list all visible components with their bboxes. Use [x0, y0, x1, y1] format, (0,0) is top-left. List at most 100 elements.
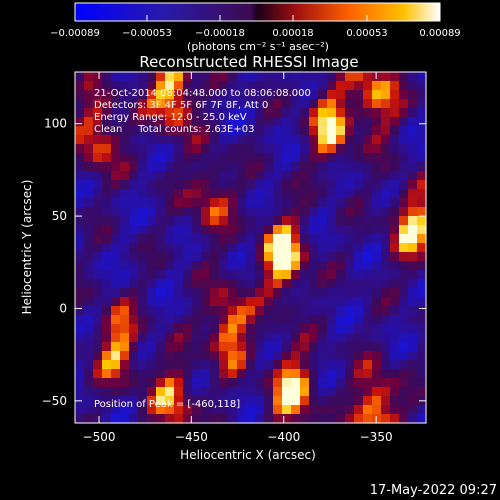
heat-cell [399, 414, 409, 424]
heat-cell [228, 162, 238, 172]
heat-cell [381, 162, 391, 172]
heat-cell [363, 351, 373, 361]
heat-cell [327, 351, 337, 361]
heat-cell [255, 324, 265, 334]
heat-cell [300, 162, 310, 172]
heat-cell [309, 90, 319, 100]
heat-cell [354, 189, 364, 199]
heat-cell [75, 72, 85, 82]
heat-cell [345, 414, 355, 424]
heat-cell [390, 351, 400, 361]
heat-cell [75, 99, 85, 109]
heat-cell [309, 153, 319, 163]
heat-cell [246, 180, 256, 190]
heat-cell [102, 207, 112, 217]
heat-cell [183, 333, 193, 343]
heat-cell [408, 297, 418, 307]
heat-cell [183, 288, 193, 298]
heat-cell [210, 144, 220, 154]
heat-cell [201, 369, 211, 379]
heat-cell [354, 279, 364, 289]
heat-cell [318, 135, 328, 145]
heat-cell [219, 333, 229, 343]
heat-cell [318, 387, 328, 397]
heat-cell [291, 234, 301, 244]
heat-cell [273, 162, 283, 172]
heat-cell [246, 153, 256, 163]
heat-cell [417, 135, 427, 145]
heat-cell [336, 261, 346, 271]
heat-cell [102, 351, 112, 361]
heat-cell [354, 252, 364, 262]
heat-cell [291, 162, 301, 172]
heat-cell [345, 108, 355, 118]
heat-cell [219, 342, 229, 352]
heat-cell [291, 252, 301, 262]
heat-cell [282, 351, 292, 361]
heat-cell [210, 297, 220, 307]
heat-cell [318, 234, 328, 244]
heat-cell [84, 279, 94, 289]
heat-cell [147, 324, 157, 334]
heat-cell [219, 108, 229, 118]
heat-cell [111, 153, 121, 163]
heat-cell [75, 414, 85, 424]
heat-cell [372, 234, 382, 244]
heat-cell [192, 144, 202, 154]
heat-cell [138, 333, 148, 343]
heat-cell [201, 270, 211, 280]
annotation-detectors: Detectors: 3F 4F 5F 6F 7F 8F, Att 0 [94, 100, 268, 111]
heat-cell [93, 387, 103, 397]
heat-cell [372, 351, 382, 361]
heat-cell [228, 81, 238, 91]
heat-cell [264, 252, 274, 262]
heat-cell [102, 144, 112, 154]
heat-cell [408, 216, 418, 226]
heat-cell [156, 342, 166, 352]
heat-cell [201, 135, 211, 145]
heat-cell [354, 180, 364, 190]
heat-cell [399, 333, 409, 343]
heat-cell [75, 198, 85, 208]
heat-cell [183, 351, 193, 361]
heat-cell [318, 243, 328, 253]
heat-cell [273, 351, 283, 361]
heat-cell [156, 81, 166, 91]
heat-cell [282, 135, 292, 145]
heat-cell [327, 261, 337, 271]
heat-cell [417, 198, 427, 208]
heat-cell [237, 81, 247, 91]
heat-cell [255, 72, 265, 82]
heat-cell [273, 324, 283, 334]
heat-cell [282, 360, 292, 370]
heat-cell [381, 99, 391, 109]
heat-cell [138, 99, 148, 109]
heat-cell [381, 261, 391, 271]
heat-cell [210, 279, 220, 289]
heat-cell [120, 315, 130, 325]
heat-cell [129, 72, 139, 82]
heat-cell [417, 207, 427, 217]
heat-cell [165, 171, 175, 181]
heat-cell [381, 126, 391, 136]
heat-cell [102, 108, 112, 118]
heat-cell [336, 396, 346, 406]
heat-cell [165, 99, 175, 109]
heat-cell [363, 414, 373, 424]
heat-cell [246, 243, 256, 253]
heat-cell [111, 108, 121, 118]
heat-cell [210, 288, 220, 298]
heat-cell [84, 144, 94, 154]
heat-cell [192, 126, 202, 136]
heat-cell [129, 324, 139, 334]
heat-cell [354, 414, 364, 424]
heat-cell [408, 333, 418, 343]
heat-cell [336, 252, 346, 262]
heat-cell [300, 369, 310, 379]
heat-cell [93, 288, 103, 298]
heat-cell [165, 81, 175, 91]
heat-cell [111, 225, 121, 235]
heat-cell [201, 405, 211, 415]
heat-cell [282, 315, 292, 325]
heat-cell [381, 180, 391, 190]
